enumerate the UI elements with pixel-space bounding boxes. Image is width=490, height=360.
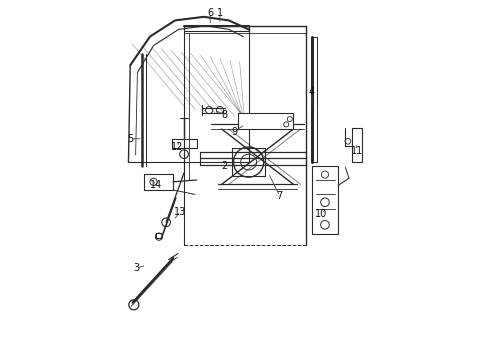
- Text: 5: 5: [127, 134, 133, 144]
- Text: 9: 9: [231, 127, 237, 136]
- Text: 3: 3: [133, 263, 139, 273]
- Text: 7: 7: [277, 191, 283, 201]
- Text: 2: 2: [221, 161, 228, 171]
- Text: 8: 8: [221, 110, 228, 120]
- Text: 4: 4: [309, 87, 315, 97]
- Text: 6: 6: [207, 8, 213, 18]
- Text: 10: 10: [315, 209, 327, 219]
- Text: 1: 1: [217, 8, 223, 18]
- Text: 12: 12: [171, 142, 183, 152]
- Text: 11: 11: [351, 145, 364, 156]
- Text: 13: 13: [174, 207, 187, 217]
- Bar: [238, 113, 294, 129]
- Text: 14: 14: [150, 180, 163, 190]
